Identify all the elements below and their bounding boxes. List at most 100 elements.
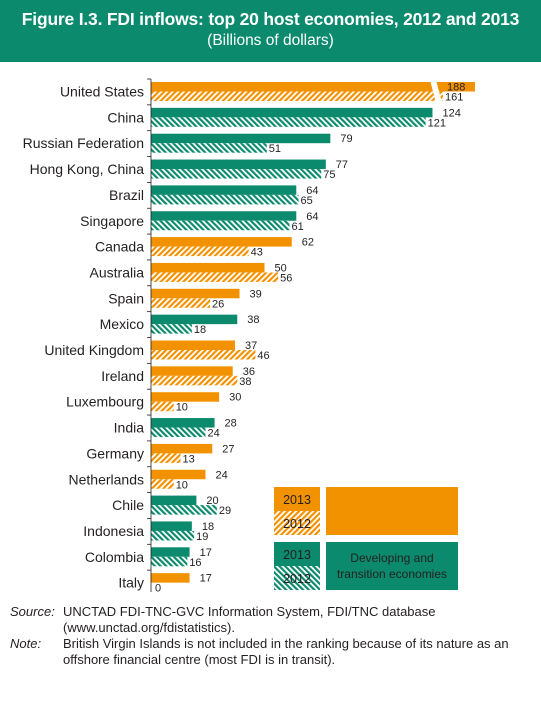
- bar-2012-russian-federation: [151, 143, 267, 153]
- value-label-2013-spain: 39: [250, 288, 262, 300]
- bar-2013-indonesia: [151, 521, 192, 531]
- legend-swatch-developed-2012: [274, 511, 320, 535]
- value-label-2013-united-kingdom: 37: [245, 340, 257, 352]
- value-label-2012-luxembourg: 10: [176, 402, 188, 414]
- value-label-2013-canada: 62: [302, 237, 314, 249]
- exclusion-note: Note: British Virgin Islands is not incl…: [10, 636, 530, 668]
- bar-2012-china: [151, 117, 426, 127]
- bar-2012-australia: [151, 272, 279, 282]
- value-label-2013-india: 28: [225, 418, 237, 430]
- value-label-2013-indonesia: 18: [202, 521, 214, 533]
- bar-2013-australia: [151, 262, 265, 273]
- source-key-label: Source: [10, 604, 52, 619]
- value-label-2013-luxembourg: 30: [229, 392, 241, 404]
- value-label-2012-germany: 13: [183, 453, 195, 465]
- value-label-2012-russian-federation: 51: [269, 143, 281, 155]
- category-label-canada: Canada: [95, 239, 144, 255]
- value-label-2012-united-states: 161: [445, 92, 463, 104]
- source-key: Source:: [10, 604, 55, 619]
- category-label-spain: Spain: [108, 290, 144, 306]
- bar-2012-singapore: [151, 220, 290, 231]
- bar-2013-mexico: [151, 314, 238, 325]
- value-label-2013-netherlands: 24: [215, 469, 227, 481]
- value-label-2012-china: 121: [428, 117, 446, 129]
- value-label-2012-united-kingdom: 46: [257, 350, 269, 362]
- legend-developing-caption-line2: transition economies: [337, 567, 447, 581]
- category-label-colombia: Colombia: [85, 549, 144, 565]
- bar-2012-united-states: [151, 91, 444, 101]
- category-label-mexico: Mexico: [100, 316, 145, 332]
- bar-2012-indonesia: [151, 530, 195, 541]
- category-label-united-states: United States: [60, 84, 144, 100]
- bar-2012-united-kingdom: [151, 350, 256, 360]
- bar-2013-ireland: [151, 366, 233, 376]
- category-label-brazil: Brazil: [109, 187, 144, 203]
- bar-2012-luxembourg: [151, 401, 174, 412]
- value-label-2012-brazil: 65: [301, 195, 313, 207]
- bar-2013-russian-federation: [151, 133, 331, 144]
- note-text: British Virgin Islands is not included i…: [63, 636, 509, 667]
- bar-2012-brazil: [151, 194, 299, 205]
- bar-2013-spain: [151, 288, 240, 299]
- category-label-chile: Chile: [112, 497, 144, 513]
- bar-2013-united-kingdom: [151, 340, 235, 350]
- notes: Source: UNCTAD FDI-TNC-GVC Information S…: [10, 604, 530, 668]
- legend-developed-swatch-box: [326, 487, 458, 535]
- category-label-indonesia: Indonesia: [83, 523, 144, 539]
- value-label-2012-netherlands: 10: [176, 479, 188, 491]
- value-label-2012-colombia: 16: [189, 557, 201, 569]
- category-label-luxembourg: Luxembourg: [66, 394, 144, 410]
- category-label-germany: Germany: [86, 445, 144, 461]
- value-label-2013-brazil: 64: [306, 185, 318, 197]
- value-label-2012-chile: 29: [219, 505, 231, 517]
- category-label-russian-federation: Russian Federation: [23, 135, 144, 151]
- value-label-2013-ireland: 36: [243, 366, 255, 378]
- value-label-2013-united-states: 188: [447, 82, 465, 94]
- note-key-label: Note: [10, 636, 38, 651]
- value-label-2013-colombia: 17: [200, 547, 212, 559]
- value-label-2013-china: 124: [442, 107, 460, 119]
- value-label-2013-australia: 50: [275, 262, 287, 274]
- axis-break-marker: [430, 80, 442, 103]
- bar-2012-chile: [151, 505, 217, 515]
- category-label-india: India: [114, 420, 145, 436]
- bar-2013-hong-kong-china: [151, 159, 326, 170]
- value-label-2012-australia: 56: [280, 272, 292, 284]
- value-label-2012-indonesia: 19: [196, 531, 208, 543]
- bar-2013-singapore: [151, 211, 297, 221]
- bar-2013-colombia: [151, 547, 190, 557]
- value-label-2012-india: 24: [207, 428, 219, 440]
- value-label-2013-germany: 27: [222, 443, 234, 455]
- category-label-singapore: Singapore: [80, 213, 144, 229]
- bar-2013-brazil: [151, 185, 297, 195]
- bar-2012-colombia: [151, 556, 188, 567]
- legend-swatch-developing-2012: [274, 566, 320, 590]
- legend-label-developing-2012: 2012: [283, 572, 311, 586]
- value-label-2012-spain: 26: [212, 298, 224, 310]
- bar-2012-spain: [151, 298, 211, 308]
- value-label-2012-italy: 0: [155, 583, 161, 592]
- category-label-united-kingdom: United Kingdom: [44, 342, 144, 358]
- bar-2012-hong-kong-china: [151, 169, 322, 179]
- legend-developing-caption-line1: Developing and: [350, 551, 433, 565]
- legend-swatch-developing-2013: [274, 542, 320, 566]
- value-label-2012-mexico: 18: [194, 324, 206, 336]
- bar-2013-india: [151, 418, 215, 428]
- value-label-2012-ireland: 38: [239, 376, 251, 388]
- legend-swatch-developed-2013: [274, 487, 320, 511]
- bar-2012-mexico: [151, 324, 192, 334]
- bar-2013-china: [151, 107, 433, 118]
- bar-2013-canada: [151, 237, 292, 247]
- value-label-2012-canada: 43: [251, 247, 263, 259]
- bar-2012-germany: [151, 453, 181, 463]
- category-label-netherlands: Netherlands: [69, 471, 145, 487]
- category-label-china: China: [107, 109, 144, 125]
- category-label-italy: Italy: [118, 575, 144, 591]
- value-label-2013-chile: 20: [206, 495, 218, 507]
- value-label-2013-italy: 17: [200, 573, 212, 585]
- value-label-2012-singapore: 61: [291, 221, 303, 233]
- bar-2012-ireland: [151, 375, 238, 386]
- legend-label-developed-2012: 2012: [283, 517, 311, 531]
